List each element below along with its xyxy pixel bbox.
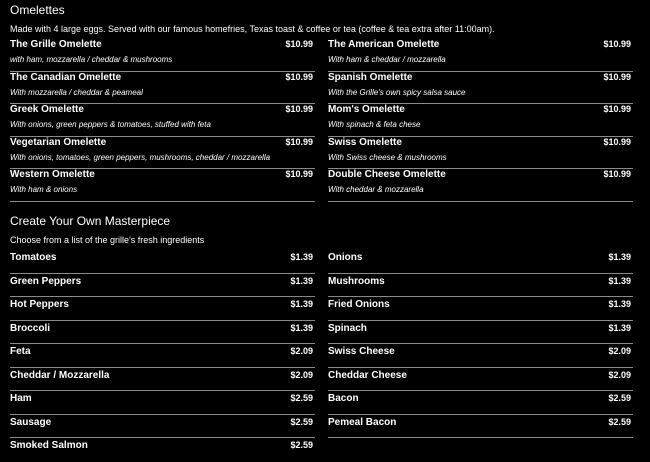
item-name: Broccoli xyxy=(10,322,51,334)
item-price: $1.39 xyxy=(608,275,631,286)
item-price: $2.59 xyxy=(290,416,313,427)
item-price: $1.39 xyxy=(290,275,313,286)
item-name: Vegetarian Omelette xyxy=(10,136,107,148)
ingredient-item: Ham $2.59 xyxy=(10,391,315,415)
item-name: Spanish Omelette xyxy=(328,71,413,83)
item-desc: With onions, green peppers & tomatoes, s… xyxy=(10,120,211,129)
item-price: $10.99 xyxy=(603,136,631,147)
item-name: Double Cheese Omelette xyxy=(328,169,446,180)
ingredient-item: Hot Peppers $1.39 xyxy=(10,297,315,321)
item-desc: With ham & onions xyxy=(10,185,78,194)
item-desc: With ham & cheddar / mozzarella xyxy=(328,55,446,64)
item-name: Feta xyxy=(10,346,31,357)
ingredient-item: Onions $1.39 xyxy=(328,250,633,274)
item-price: $10.99 xyxy=(285,39,313,49)
item-name: Hot Peppers xyxy=(10,299,69,310)
item-price: $10.99 xyxy=(603,39,631,49)
omelettes-right-column: The American Omelette $10.99 With ham & ch… xyxy=(328,39,633,202)
ingredients-left-column: Tomatoes $1.39 Green Peppers $1.39 Hot Peppe… xyxy=(10,250,315,462)
item-desc: With Swiss cheese & mushrooms xyxy=(328,152,447,162)
menu-item: Western Omelette $10.99 With ham & onions xyxy=(10,169,315,202)
menu-item: The Grille Omelette $10.99 with ham, mozza… xyxy=(10,39,315,72)
item-name: Swiss Cheese xyxy=(328,346,395,357)
item-price: $10.99 xyxy=(603,169,631,179)
menu-item: Double Cheese Omelette $10.99 With cheddar… xyxy=(328,169,633,202)
menu-item: Spanish Omelette $10.99 With the Grille's … xyxy=(328,71,633,104)
item-price: $2.09 xyxy=(608,369,631,380)
item-price: $10.99 xyxy=(285,169,313,179)
item-price: $2.09 xyxy=(290,346,313,356)
ingredient-item: Cheddar / Mozzarella $2.09 xyxy=(10,368,315,391)
omelettes-subtitle: Made with 4 large eggs. Served with our … xyxy=(10,24,495,34)
menu-item: Mom's Omelette $10.99 With spinach & feta … xyxy=(328,104,633,137)
ingredient-item: Broccoli $1.39 xyxy=(10,321,315,344)
item-price: $10.99 xyxy=(285,71,313,82)
item-name: Bacon xyxy=(328,393,359,404)
item-name: Tomatoes xyxy=(10,252,57,263)
item-desc: with ham, mozzarella / cheddar & mushroo… xyxy=(10,55,173,64)
masterpiece-subtitle: Choose from a list of the grille's fresh… xyxy=(10,235,205,245)
item-price: $2.59 xyxy=(608,393,631,403)
ingredients-right-column: Onions $1.39 Mushrooms $1.39 Fried Onions $1.… xyxy=(328,250,633,438)
item-price: $10.99 xyxy=(603,71,631,82)
item-name: Onions xyxy=(328,252,363,263)
menu-item: Greek Omelette $10.99 With onions, green p… xyxy=(10,104,315,137)
item-price: $10.99 xyxy=(285,136,313,147)
item-price: $2.59 xyxy=(290,440,313,450)
item-price: $1.39 xyxy=(608,322,631,333)
menu-item: Vegetarian Omelette $10.99 With onions, to… xyxy=(10,136,315,169)
item-price: $2.59 xyxy=(290,393,313,403)
item-name: The American Omelette xyxy=(328,39,440,50)
ingredient-item: Swiss Cheese $2.09 xyxy=(328,344,633,368)
item-name: Swiss Omelette xyxy=(328,136,402,148)
item-price: $1.39 xyxy=(608,299,631,309)
item-name: The Grille Omelette xyxy=(10,39,102,50)
omelettes-title: Omelettes xyxy=(10,3,65,17)
item-name: Smoked Salmon xyxy=(10,440,88,451)
item-desc: With the Grille's own spicy salsa sauce xyxy=(328,87,466,97)
item-price: $1.39 xyxy=(290,299,313,309)
ingredient-item: Fried Onions $1.39 xyxy=(328,297,633,321)
masterpiece-title: Create Your Own Masterpiece xyxy=(10,214,171,228)
item-name: Mom's Omelette xyxy=(328,104,405,115)
item-price: $1.39 xyxy=(290,322,313,333)
menu-item: The American Omelette $10.99 With ham & ch… xyxy=(328,39,633,72)
item-name: Green Peppers xyxy=(10,275,82,287)
item-price: $2.09 xyxy=(608,346,631,356)
item-price: $10.99 xyxy=(285,104,313,114)
menu-item: Swiss Omelette $10.99 With Swiss cheese & … xyxy=(328,136,633,169)
ingredient-item: Sausage $2.59 xyxy=(10,415,315,438)
ingredient-item: Green Peppers $1.39 xyxy=(10,274,315,297)
menu-item: The Canadian Omelette $10.99 With mozzarel… xyxy=(10,71,315,104)
item-name: Cheddar Cheese xyxy=(328,369,407,381)
ingredient-item: Spinach $1.39 xyxy=(328,321,633,344)
item-desc: With mozzarella / cheddar & peameal xyxy=(10,87,143,97)
ingredient-item: Tomatoes $1.39 xyxy=(10,250,315,274)
item-desc: With onions, tomatoes, green peppers, mu… xyxy=(10,152,271,162)
item-name: Mushrooms xyxy=(328,275,385,287)
item-name: Western Omelette xyxy=(10,169,95,180)
item-price: $1.39 xyxy=(608,252,631,262)
ingredient-item: Mushrooms $1.39 xyxy=(328,274,633,297)
item-name: Spinach xyxy=(328,322,367,334)
item-price: $10.99 xyxy=(603,104,631,114)
item-desc: With spinach & feta chese xyxy=(328,120,421,129)
item-price: $2.59 xyxy=(608,416,631,427)
ingredient-item: Feta $2.09 xyxy=(10,344,315,368)
omelettes-left-column: The Grille Omelette $10.99 with ham, mozza… xyxy=(10,39,315,202)
item-price: $1.39 xyxy=(290,252,313,262)
ingredient-item: Bacon $2.59 xyxy=(328,391,633,415)
ingredient-item: Cheddar Cheese $2.09 xyxy=(328,368,633,391)
item-name: The Canadian Omelette xyxy=(10,71,122,83)
item-name: Ham xyxy=(10,393,32,404)
item-name: Greek Omelette xyxy=(10,104,84,115)
item-price: $2.09 xyxy=(290,369,313,380)
item-name: Sausage xyxy=(10,416,52,428)
ingredient-item: Smoked Salmon $2.59 xyxy=(10,438,315,462)
ingredient-item: Pemeal Bacon $2.59 xyxy=(328,415,633,438)
item-name: Pemeal Bacon xyxy=(328,416,397,428)
item-name: Cheddar / Mozzarella xyxy=(10,369,110,381)
item-desc: With cheddar & mozzarella xyxy=(328,185,424,194)
item-name: Fried Onions xyxy=(328,299,390,310)
